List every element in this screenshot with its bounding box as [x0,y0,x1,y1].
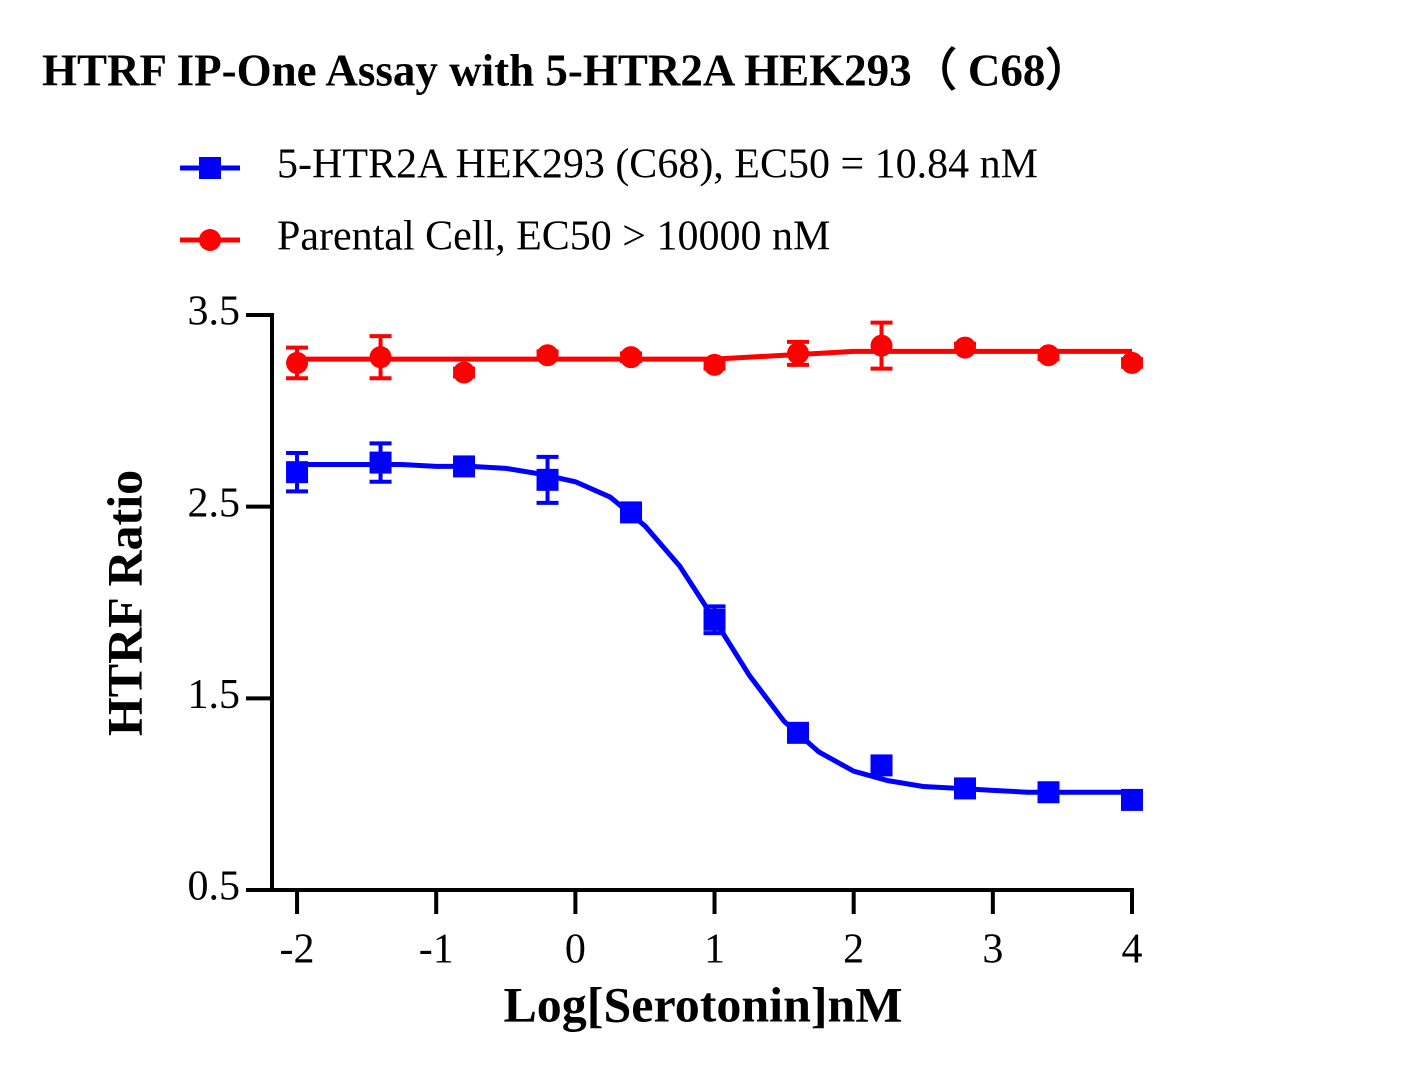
data-point [453,361,476,384]
legend-marker [199,157,221,179]
x-tick-label: -2 [280,927,315,973]
legend-marker [199,229,221,251]
data-point [369,346,392,369]
data-point [870,754,893,777]
y-tick-label: 1.5 [188,672,241,718]
data-point [1037,781,1060,804]
chart-title: HTRF IP-One Assay with 5-HTR2A HEK293（ C… [42,45,1090,95]
data-point [369,451,392,474]
legend-label: Parental Cell, EC50 > 10000 nM [277,214,830,260]
y-tick-label: 2.5 [188,480,241,526]
y-axis-title: HTRF Ratio [96,470,152,736]
data-point [536,468,559,491]
data-point [954,336,977,359]
data-point [620,501,643,524]
x-tick-label: 1 [704,927,725,973]
data-point [703,608,726,631]
data-point [954,777,977,800]
x-tick-label: 0 [565,927,586,973]
data-point [1121,351,1143,374]
data-point [286,351,309,374]
data-point [870,334,893,357]
data-point [787,721,810,744]
x-axis-title: Log[Serotonin]nM [503,976,902,1032]
data-point [453,455,476,478]
data-point [536,344,559,367]
data-point [703,353,726,376]
x-tick-label: 4 [1122,927,1143,973]
x-tick-label: 3 [982,927,1003,973]
legend-label: 5-HTR2A HEK293 (C68), EC50 = 10.84 nM [277,142,1038,188]
data-point [1121,788,1143,811]
y-tick-label: 0.5 [188,864,241,910]
x-tick-label: 2 [843,927,864,973]
data-point [787,342,810,365]
data-point [286,461,309,484]
x-tick-label: -1 [419,927,454,973]
data-point [620,346,643,369]
data-point [1037,344,1060,367]
y-tick-label: 3.5 [188,289,241,335]
